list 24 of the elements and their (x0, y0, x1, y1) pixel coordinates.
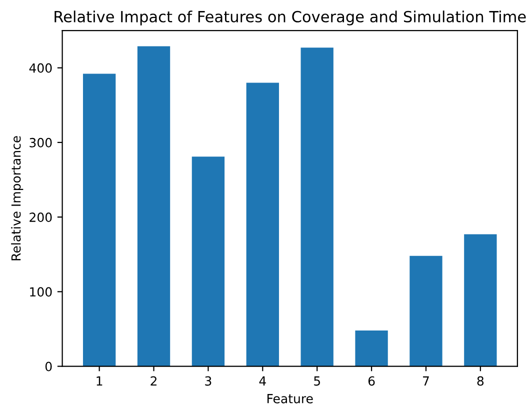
y-tick-label: 400 (29, 63, 52, 73)
chart-title: Relative Impact of Features on Coverage and Simulation Time (54, 10, 526, 26)
y-tick-label: 200 (30, 212, 52, 222)
y-tick-label: 100 (30, 287, 52, 297)
bar (410, 256, 442, 366)
x-tick-label: 8 (477, 376, 484, 386)
y-axis-title: Relative Importance (11, 136, 24, 260)
x-tick-label: 4 (259, 376, 266, 386)
x-tick-label: 7 (423, 376, 429, 386)
bar (464, 234, 497, 366)
x-tick-label: 3 (205, 376, 212, 386)
x-tick-label: 6 (368, 376, 375, 386)
x-tick-label: 5 (314, 376, 320, 386)
bar (82, 74, 116, 366)
y-tick-label: 300 (30, 138, 52, 148)
bar (355, 330, 388, 366)
bar (192, 156, 225, 366)
x-tick-label: 2 (150, 376, 156, 386)
x-axis-title: Feature (267, 394, 313, 404)
bar (300, 48, 334, 366)
bar (137, 46, 170, 366)
x-tick-label: 1 (96, 376, 102, 386)
bar (246, 82, 279, 366)
y-tick-label: 0 (45, 362, 52, 372)
